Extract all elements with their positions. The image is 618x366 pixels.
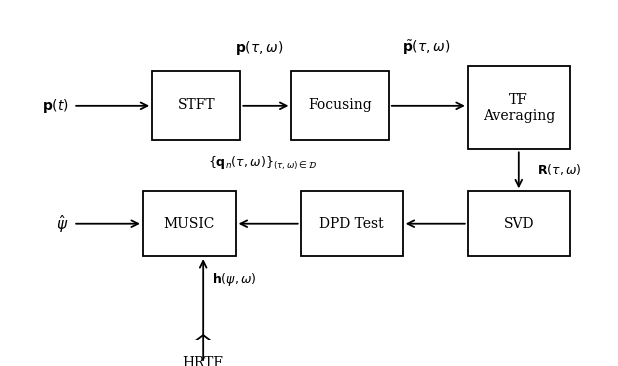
Text: SVD: SVD: [504, 217, 534, 231]
Text: STFT: STFT: [177, 98, 215, 112]
Text: HRTF: HRTF: [183, 356, 224, 366]
Text: TF
Averaging: TF Averaging: [483, 93, 555, 123]
Text: $\hat{\psi}$: $\hat{\psi}$: [56, 213, 69, 235]
Text: $\tilde{\mathbf{p}}(\tau,\omega)$: $\tilde{\mathbf{p}}(\tau,\omega)$: [402, 38, 451, 57]
Text: $\mathbf{p}(\tau,\omega)$: $\mathbf{p}(\tau,\omega)$: [235, 39, 283, 57]
Text: DPD Test: DPD Test: [320, 217, 384, 231]
Text: $\mathbf{h}(\psi,\omega)$: $\mathbf{h}(\psi,\omega)$: [213, 271, 257, 288]
Text: $\mathbf{R}(\tau,\omega)$: $\mathbf{R}(\tau,\omega)$: [538, 163, 582, 178]
Text: Focusing: Focusing: [308, 98, 372, 112]
Text: MUSIC: MUSIC: [164, 217, 215, 231]
Text: $\mathbf{p}(t)$: $\mathbf{p}(t)$: [41, 97, 69, 115]
Text: $\{\mathbf{q}_n(\tau,\omega)\}_{(\tau,\omega)\in\mathcal{D}}$: $\{\mathbf{q}_n(\tau,\omega)\}_{(\tau,\o…: [208, 155, 317, 172]
